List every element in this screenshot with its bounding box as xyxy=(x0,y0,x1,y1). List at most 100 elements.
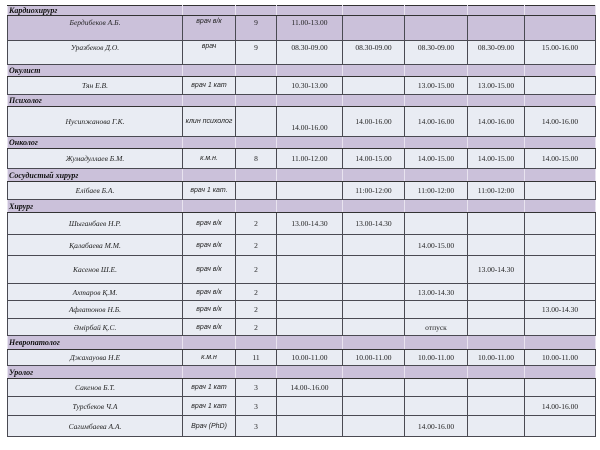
schedule-cell-day-4 xyxy=(467,415,525,437)
schedule-cell-day-1 xyxy=(276,181,343,200)
section-header-cell xyxy=(235,94,277,107)
doctor-name: Сагимбаева А.А. xyxy=(7,415,183,437)
schedule-cell-day-3 xyxy=(404,396,468,416)
doctor-qualification: врач 1 кат xyxy=(182,378,236,397)
doctor-qualification: врач в/к xyxy=(182,318,236,336)
doctor-name: Сакенов Б.Т. xyxy=(7,378,183,397)
doctor-row: Шыганбаев Н.Р. врач в/к 2 13.00-14.30 13.00-… xyxy=(7,212,596,235)
section-header-cell xyxy=(182,5,236,16)
schedule-cell-day-3: 14.00-15.00 xyxy=(404,234,468,256)
schedule-cell-day-2 xyxy=(342,15,405,41)
section-header-cell xyxy=(404,199,468,213)
section-header-row: Хирург xyxy=(7,199,596,213)
schedule-cell-day-4 xyxy=(467,300,525,319)
doctor-room-number: 9 xyxy=(235,40,277,65)
schedule-cell-day-3: 13.00-14.30 xyxy=(404,283,468,301)
schedule-cell-day-2 xyxy=(342,396,405,416)
schedule-cell-day-1 xyxy=(276,283,343,301)
doctor-name: Шыганбаев Н.Р. xyxy=(7,212,183,235)
doctor-name: Турсбеков Ч.А xyxy=(7,396,183,416)
schedule-cell-day-1: 13.00-14.30 xyxy=(276,212,343,235)
schedule-cell-day-4: 10.00-11.00 xyxy=(467,349,525,366)
doctor-qualification: врач в/к xyxy=(182,212,236,235)
doctor-name: Касенов Ш.Е. xyxy=(7,255,183,284)
schedule-cell-day-3: 08.30-09.00 xyxy=(404,40,468,65)
schedule-cell-day-3: 11:00-12:00 xyxy=(404,181,468,200)
section-title: Кардиохирург xyxy=(7,5,183,16)
schedule-cell-day-1 xyxy=(276,300,343,319)
schedule-cell-day-5 xyxy=(524,181,596,200)
section-header-cell xyxy=(404,136,468,149)
schedule-cell-day-5: 13.00-14.30 xyxy=(524,300,596,319)
doctor-row: Джахауова Н.Е к.м.н 11 10.00-11.00 10.00-11.… xyxy=(7,349,596,366)
schedule-cell-day-2: 10.00-11.00 xyxy=(342,349,405,366)
doctor-row: Нусипжанова Г.К. клин психолог 14.00-16.00… xyxy=(7,106,596,137)
schedule-cell-day-3: 14.00-16.00 xyxy=(404,106,468,137)
schedule-cell-day-5 xyxy=(524,255,596,284)
section-header-cell xyxy=(182,199,236,213)
section-header-cell xyxy=(182,168,236,182)
doctor-name: Бердибеков А.Б. xyxy=(7,15,183,41)
section-header-cell xyxy=(342,94,405,107)
section-header-cell xyxy=(342,365,405,379)
schedule-cell-day-4: 13.00-14.30 xyxy=(467,255,525,284)
doctor-room-number: 2 xyxy=(235,212,277,235)
doctor-row: Бердибеков А.Б. врач в/к 9 11.00-13.00 xyxy=(7,15,596,41)
doctor-room-number: 2 xyxy=(235,300,277,319)
schedule-cell-day-1: 14.00-.16.00 xyxy=(276,378,343,397)
schedule-cell-day-1: 11.00-12.00 xyxy=(276,148,343,169)
section-header-cell xyxy=(524,5,596,16)
schedule-cell-day-4 xyxy=(467,396,525,416)
section-header-cell xyxy=(467,168,525,182)
doctor-name: Әмірбай Қ.С. xyxy=(7,318,183,336)
schedule-cell-day-5: 14.00-16.00 xyxy=(524,396,596,416)
schedule-cell-day-3: отпуск xyxy=(404,318,468,336)
section-header-cell xyxy=(467,365,525,379)
schedule-cell-day-1: 10.30-13.00 xyxy=(276,76,343,95)
schedule-cell-day-5 xyxy=(524,212,596,235)
doctor-name: Жумадуллаев Б.М. xyxy=(7,148,183,169)
section-header-cell xyxy=(404,64,468,77)
schedule-cell-day-2: 11:00-12:00 xyxy=(342,181,405,200)
schedule-table: Кардиохирург Бердибеков А.Б. врач в/к 9 11.0… xyxy=(7,5,596,437)
schedule-cell-day-2: 13.00-14.30 xyxy=(342,212,405,235)
section-header-cell xyxy=(467,5,525,16)
section-header-cell xyxy=(467,136,525,149)
schedule-cell-day-4 xyxy=(467,234,525,256)
doctor-room-number: 2 xyxy=(235,234,277,256)
schedule-cell-day-1 xyxy=(276,318,343,336)
section-header-cell xyxy=(235,64,277,77)
doctor-qualification: к.м.н. xyxy=(182,148,236,169)
doctor-qualification: врач в/к xyxy=(182,283,236,301)
doctor-room-number: 3 xyxy=(235,396,277,416)
section-header-cell xyxy=(182,136,236,149)
doctor-row: Сагимбаева А.А. Врач (PhD) 3 14.00-16.00 xyxy=(7,415,596,437)
schedule-cell-day-4 xyxy=(467,283,525,301)
doctor-room-number: 2 xyxy=(235,318,277,336)
schedule-cell-day-4: 14.00-16.00 xyxy=(467,106,525,137)
schedule-cell-day-4: 14.00-15.00 xyxy=(467,148,525,169)
section-header-cell xyxy=(524,64,596,77)
section-header-cell xyxy=(182,64,236,77)
section-header-cell xyxy=(404,365,468,379)
doctor-name: Елібаев Б.А. xyxy=(7,181,183,200)
doctor-room-number: 2 xyxy=(235,283,277,301)
section-header-cell xyxy=(342,199,405,213)
doctor-qualification: врач в/к xyxy=(182,300,236,319)
doctor-name: Нусипжанова Г.К. xyxy=(7,106,183,137)
section-header-cell xyxy=(235,365,277,379)
section-header-cell xyxy=(404,168,468,182)
schedule-cell-day-3: 13.00-15.00 xyxy=(404,76,468,95)
schedule-cell-day-5 xyxy=(524,378,596,397)
schedule-cell-day-3 xyxy=(404,300,468,319)
schedule-cell-day-1: 14.00-16.00 xyxy=(276,106,343,137)
schedule-cell-day-2 xyxy=(342,300,405,319)
schedule-cell-day-1 xyxy=(276,255,343,284)
schedule-cell-day-3 xyxy=(404,15,468,41)
section-header-cell xyxy=(342,136,405,149)
section-header-cell xyxy=(182,94,236,107)
doctor-room-number: 11 xyxy=(235,349,277,366)
section-header-row: Сосудистый хирург xyxy=(7,168,596,182)
doctor-qualification: врач 1 кат xyxy=(182,396,236,416)
section-header-cell xyxy=(467,64,525,77)
